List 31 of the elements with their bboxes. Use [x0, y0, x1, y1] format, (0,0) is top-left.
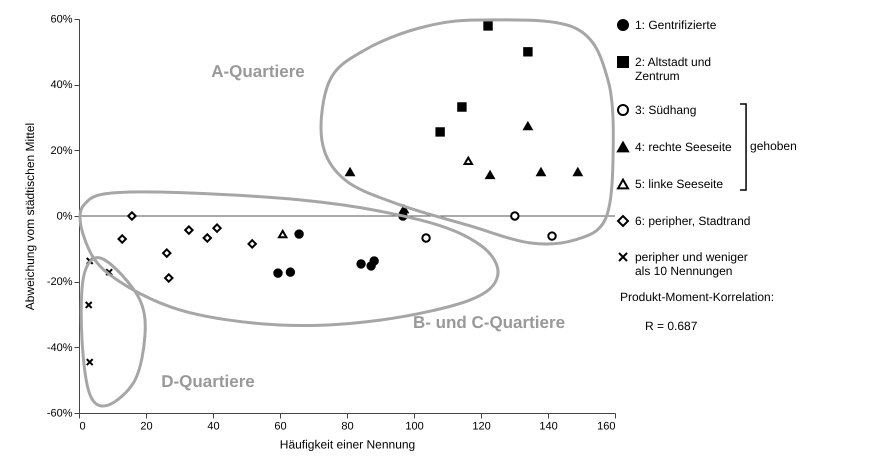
annotation: D-Quartiere — [161, 372, 255, 391]
legend-label: 4: rechte Seeseite — [635, 140, 732, 154]
x-tick-label: 120 — [472, 420, 491, 432]
y-tick-label: 20% — [50, 144, 73, 157]
x-tick-label: 100 — [405, 420, 424, 432]
text: Produkt-Moment-Korrelation: — [620, 290, 774, 304]
legend-label: 1: Gentrifizierte — [635, 18, 717, 32]
legend-label: 6: peripher, Stadtrand — [635, 214, 750, 228]
x-axis-title: Häufigkeit einer Nennung — [280, 438, 416, 452]
y-tick-label: 0% — [56, 210, 73, 222]
annotation: A-Quartiere — [211, 62, 305, 81]
y-axis-title: Abweichung vom städtischen Mittel — [22, 122, 37, 310]
x-tick-label: 160 — [597, 420, 616, 432]
y-tick-label: 40% — [50, 79, 73, 92]
y-tick-label: 60% — [50, 14, 73, 26]
y-tick-label: -40% — [46, 342, 73, 354]
text: gehoben — [750, 139, 797, 153]
y-tick-label: -20% — [46, 276, 73, 288]
x-tick-label: 80 — [341, 420, 354, 432]
legend-label: peripher und weniger als 10 Nennungen — [635, 250, 748, 278]
annotation: B- und C-Quartiere — [412, 313, 566, 332]
legend-label: 5: linke Seeseite — [635, 177, 724, 191]
text: R = 0.687 — [645, 319, 698, 333]
x-tick-label: 140 — [539, 420, 558, 432]
x-tick-label: 60 — [274, 420, 287, 432]
x-tick-label: 20 — [140, 420, 153, 432]
x-tick-label: 0 — [80, 420, 86, 432]
y-tick-label: -60% — [46, 408, 73, 420]
x-tick-label: 40 — [207, 420, 220, 432]
legend-label: 3: Südhang — [635, 103, 696, 117]
legend-label: 2: Altstadt und Zentrum — [635, 55, 712, 83]
